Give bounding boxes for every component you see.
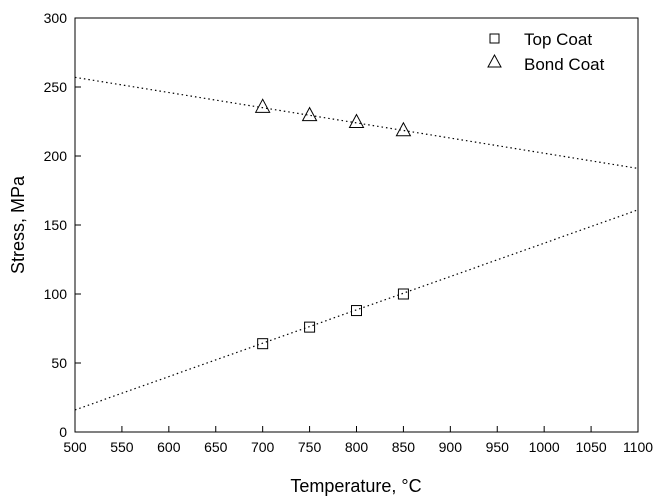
legend-label-top-coat: Top Coat: [524, 30, 592, 49]
point-bond-coat-850: [395, 121, 412, 137]
plot-frame: [74, 17, 639, 433]
x-tick-label-900: 900: [439, 439, 463, 455]
y-tick-label-150: 150: [44, 217, 68, 233]
x-tick-label-750: 750: [298, 439, 322, 455]
fit-lines: [74, 76, 639, 411]
x-tick-label-650: 650: [204, 439, 228, 455]
point-top-coat-700: [257, 338, 269, 350]
legend-label-bond-coat: Bond Coat: [524, 55, 605, 74]
x-axis-title: Temperature, °C: [290, 476, 421, 496]
legend-marker-top-coat: [489, 33, 500, 44]
point-bond-coat-700: [254, 98, 271, 113]
point-top-coat-800: [351, 305, 362, 317]
point-bond-coat-750: [301, 106, 318, 122]
data-markers: [254, 98, 412, 350]
legend: Top Coat Bond Coat: [487, 30, 605, 74]
y-tick-label-200: 200: [44, 148, 68, 164]
y-tick-label-100: 100: [44, 286, 68, 302]
x-tick-label-1100: 1100: [623, 439, 653, 455]
x-tick-label-850: 850: [392, 439, 416, 455]
fit-line-bond-coat: [74, 76, 639, 170]
y-tick-label-0: 0: [59, 424, 67, 440]
x-tick-label-950: 950: [486, 439, 510, 455]
point-bond-coat-800: [348, 113, 365, 128]
x-axis-ticks: 500 550 600 650 700 750 800 850 900 950 1000 1050 11…: [63, 426, 653, 455]
x-tick-label-800: 800: [345, 439, 369, 455]
x-tick-label-700: 700: [251, 439, 275, 455]
y-axis-title: Stress, MPa: [8, 175, 28, 274]
point-top-coat-750: [304, 321, 316, 333]
x-tick-label-600: 600: [157, 439, 181, 455]
y-tick-label-250: 250: [44, 79, 68, 95]
fit-line-top-coat: [74, 209, 639, 411]
x-tick-label-1000: 1000: [529, 439, 560, 455]
point-top-coat-850: [397, 288, 409, 300]
x-tick-label-550: 550: [110, 439, 134, 455]
y-axis-ticks: 0 50 100 150 200 250 300: [44, 10, 81, 440]
y-tick-label-50: 50: [51, 355, 67, 371]
x-tick-label-1050: 1050: [576, 439, 607, 455]
x-tick-label-500: 500: [63, 439, 87, 455]
y-tick-label-300: 300: [44, 10, 68, 26]
legend-marker-bond-coat: [487, 53, 502, 68]
